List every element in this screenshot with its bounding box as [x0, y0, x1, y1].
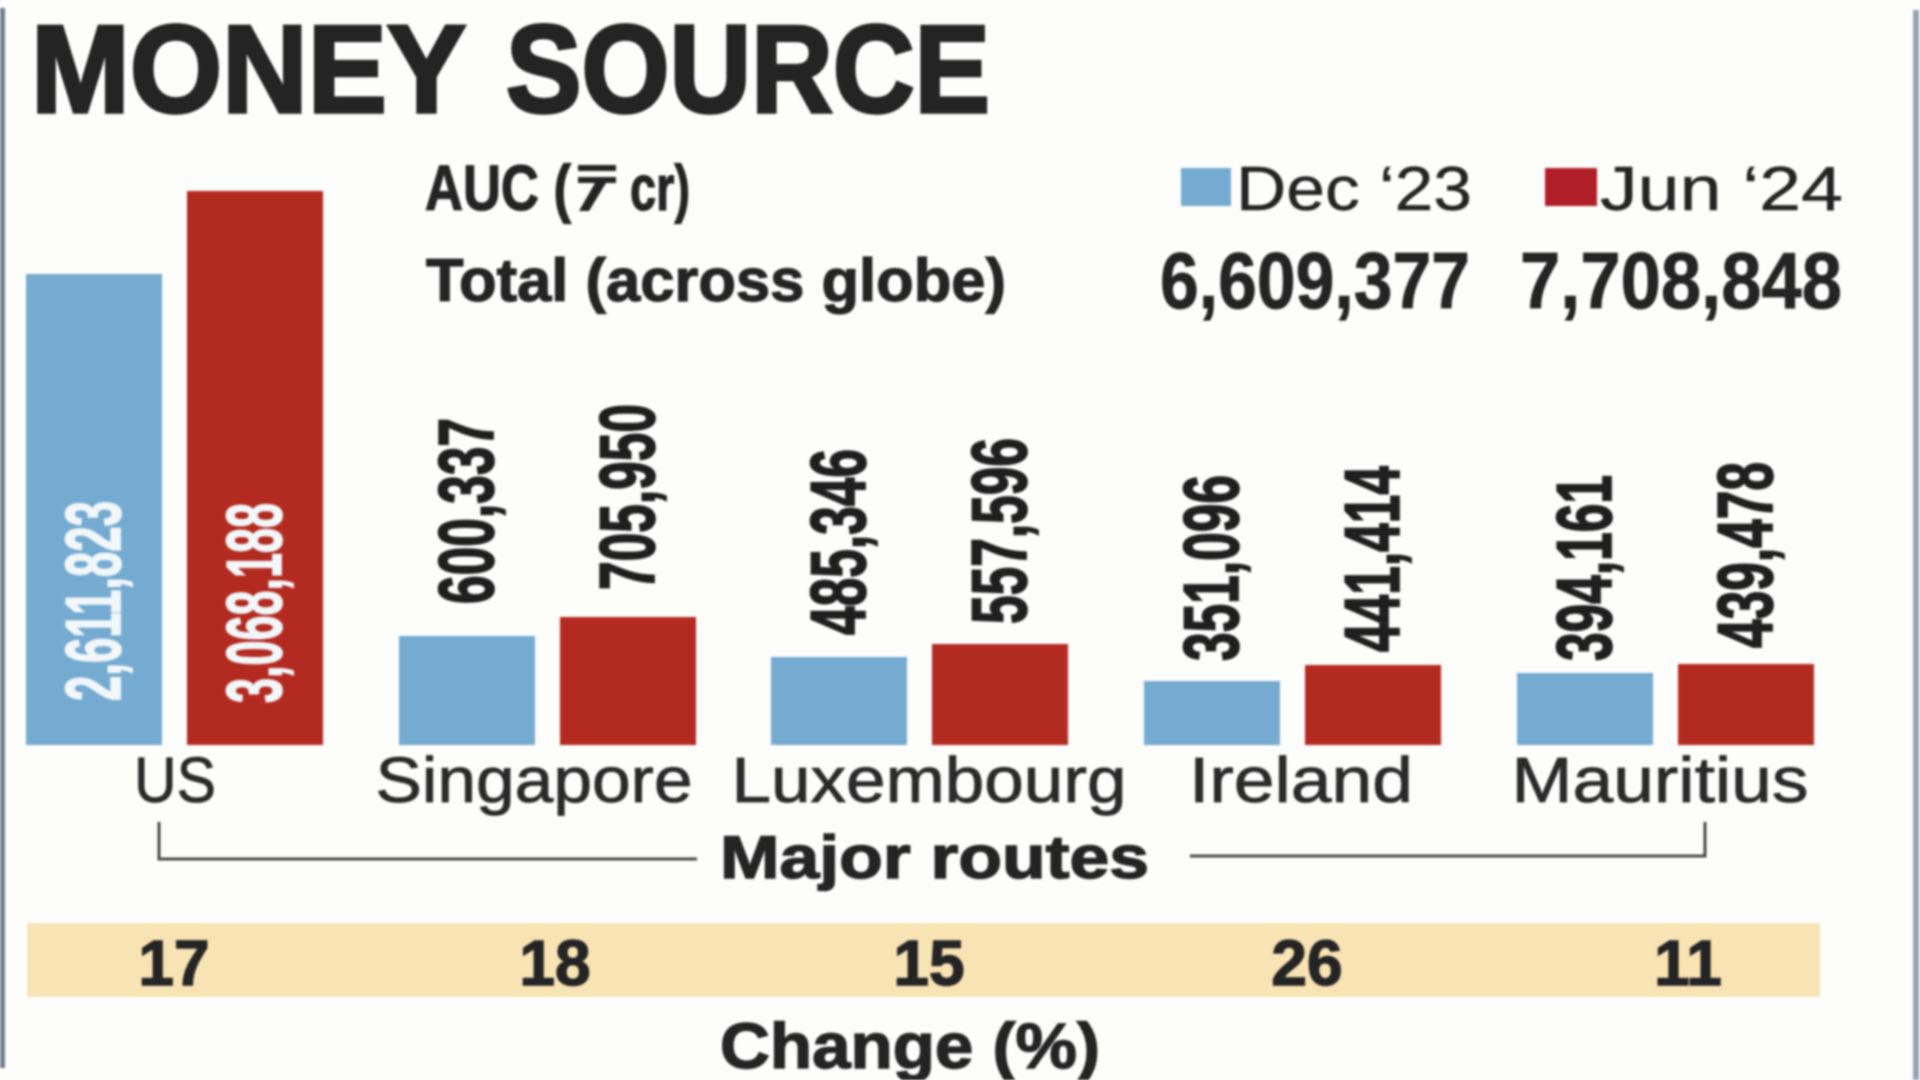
svg-text:17: 17 [138, 927, 209, 999]
svg-text:11: 11 [1654, 927, 1722, 999]
svg-text:US: US [134, 744, 216, 816]
svg-text:18: 18 [519, 927, 590, 999]
svg-text:Luxembourg: Luxembourg [732, 744, 1127, 816]
svg-text:cr): cr) [630, 152, 690, 224]
svg-text:AUC (: AUC ( [425, 152, 572, 224]
svg-text:Major routes: Major routes [720, 824, 1149, 891]
svg-text:26: 26 [1271, 927, 1342, 999]
svg-text:2,611,823: 2,611,823 [49, 501, 137, 701]
svg-text:Dec ‘23: Dec ‘23 [1236, 155, 1472, 224]
svg-text:MONEY: MONEY [31, 1, 466, 139]
svg-text:3,068,188: 3,068,188 [210, 503, 298, 703]
svg-text:Mauritius: Mauritius [1512, 744, 1809, 816]
svg-text:Total (across globe): Total (across globe) [426, 247, 1006, 314]
svg-text:15: 15 [893, 927, 964, 999]
svg-text:351,096: 351,096 [1167, 475, 1255, 661]
svg-text:7,708,848: 7,708,848 [1520, 236, 1842, 325]
svg-text:557,596: 557,596 [955, 438, 1043, 624]
svg-text:441,414: 441,414 [1328, 466, 1416, 652]
svg-text:600,337: 600,337 [422, 418, 510, 604]
svg-text:SOURCE: SOURCE [506, 1, 990, 139]
svg-text:439,478: 439,478 [1701, 462, 1789, 648]
svg-text:485,346: 485,346 [794, 449, 882, 635]
svg-text:Change (%): Change (%) [720, 1010, 1100, 1080]
svg-text:Ireland: Ireland [1189, 744, 1413, 816]
svg-text:394,161: 394,161 [1540, 475, 1628, 661]
svg-text:Jun ‘24: Jun ‘24 [1600, 155, 1843, 224]
svg-text:6,609,377: 6,609,377 [1160, 236, 1470, 325]
svg-text:Singapore: Singapore [376, 744, 693, 816]
svg-text:705,950: 705,950 [583, 404, 671, 590]
